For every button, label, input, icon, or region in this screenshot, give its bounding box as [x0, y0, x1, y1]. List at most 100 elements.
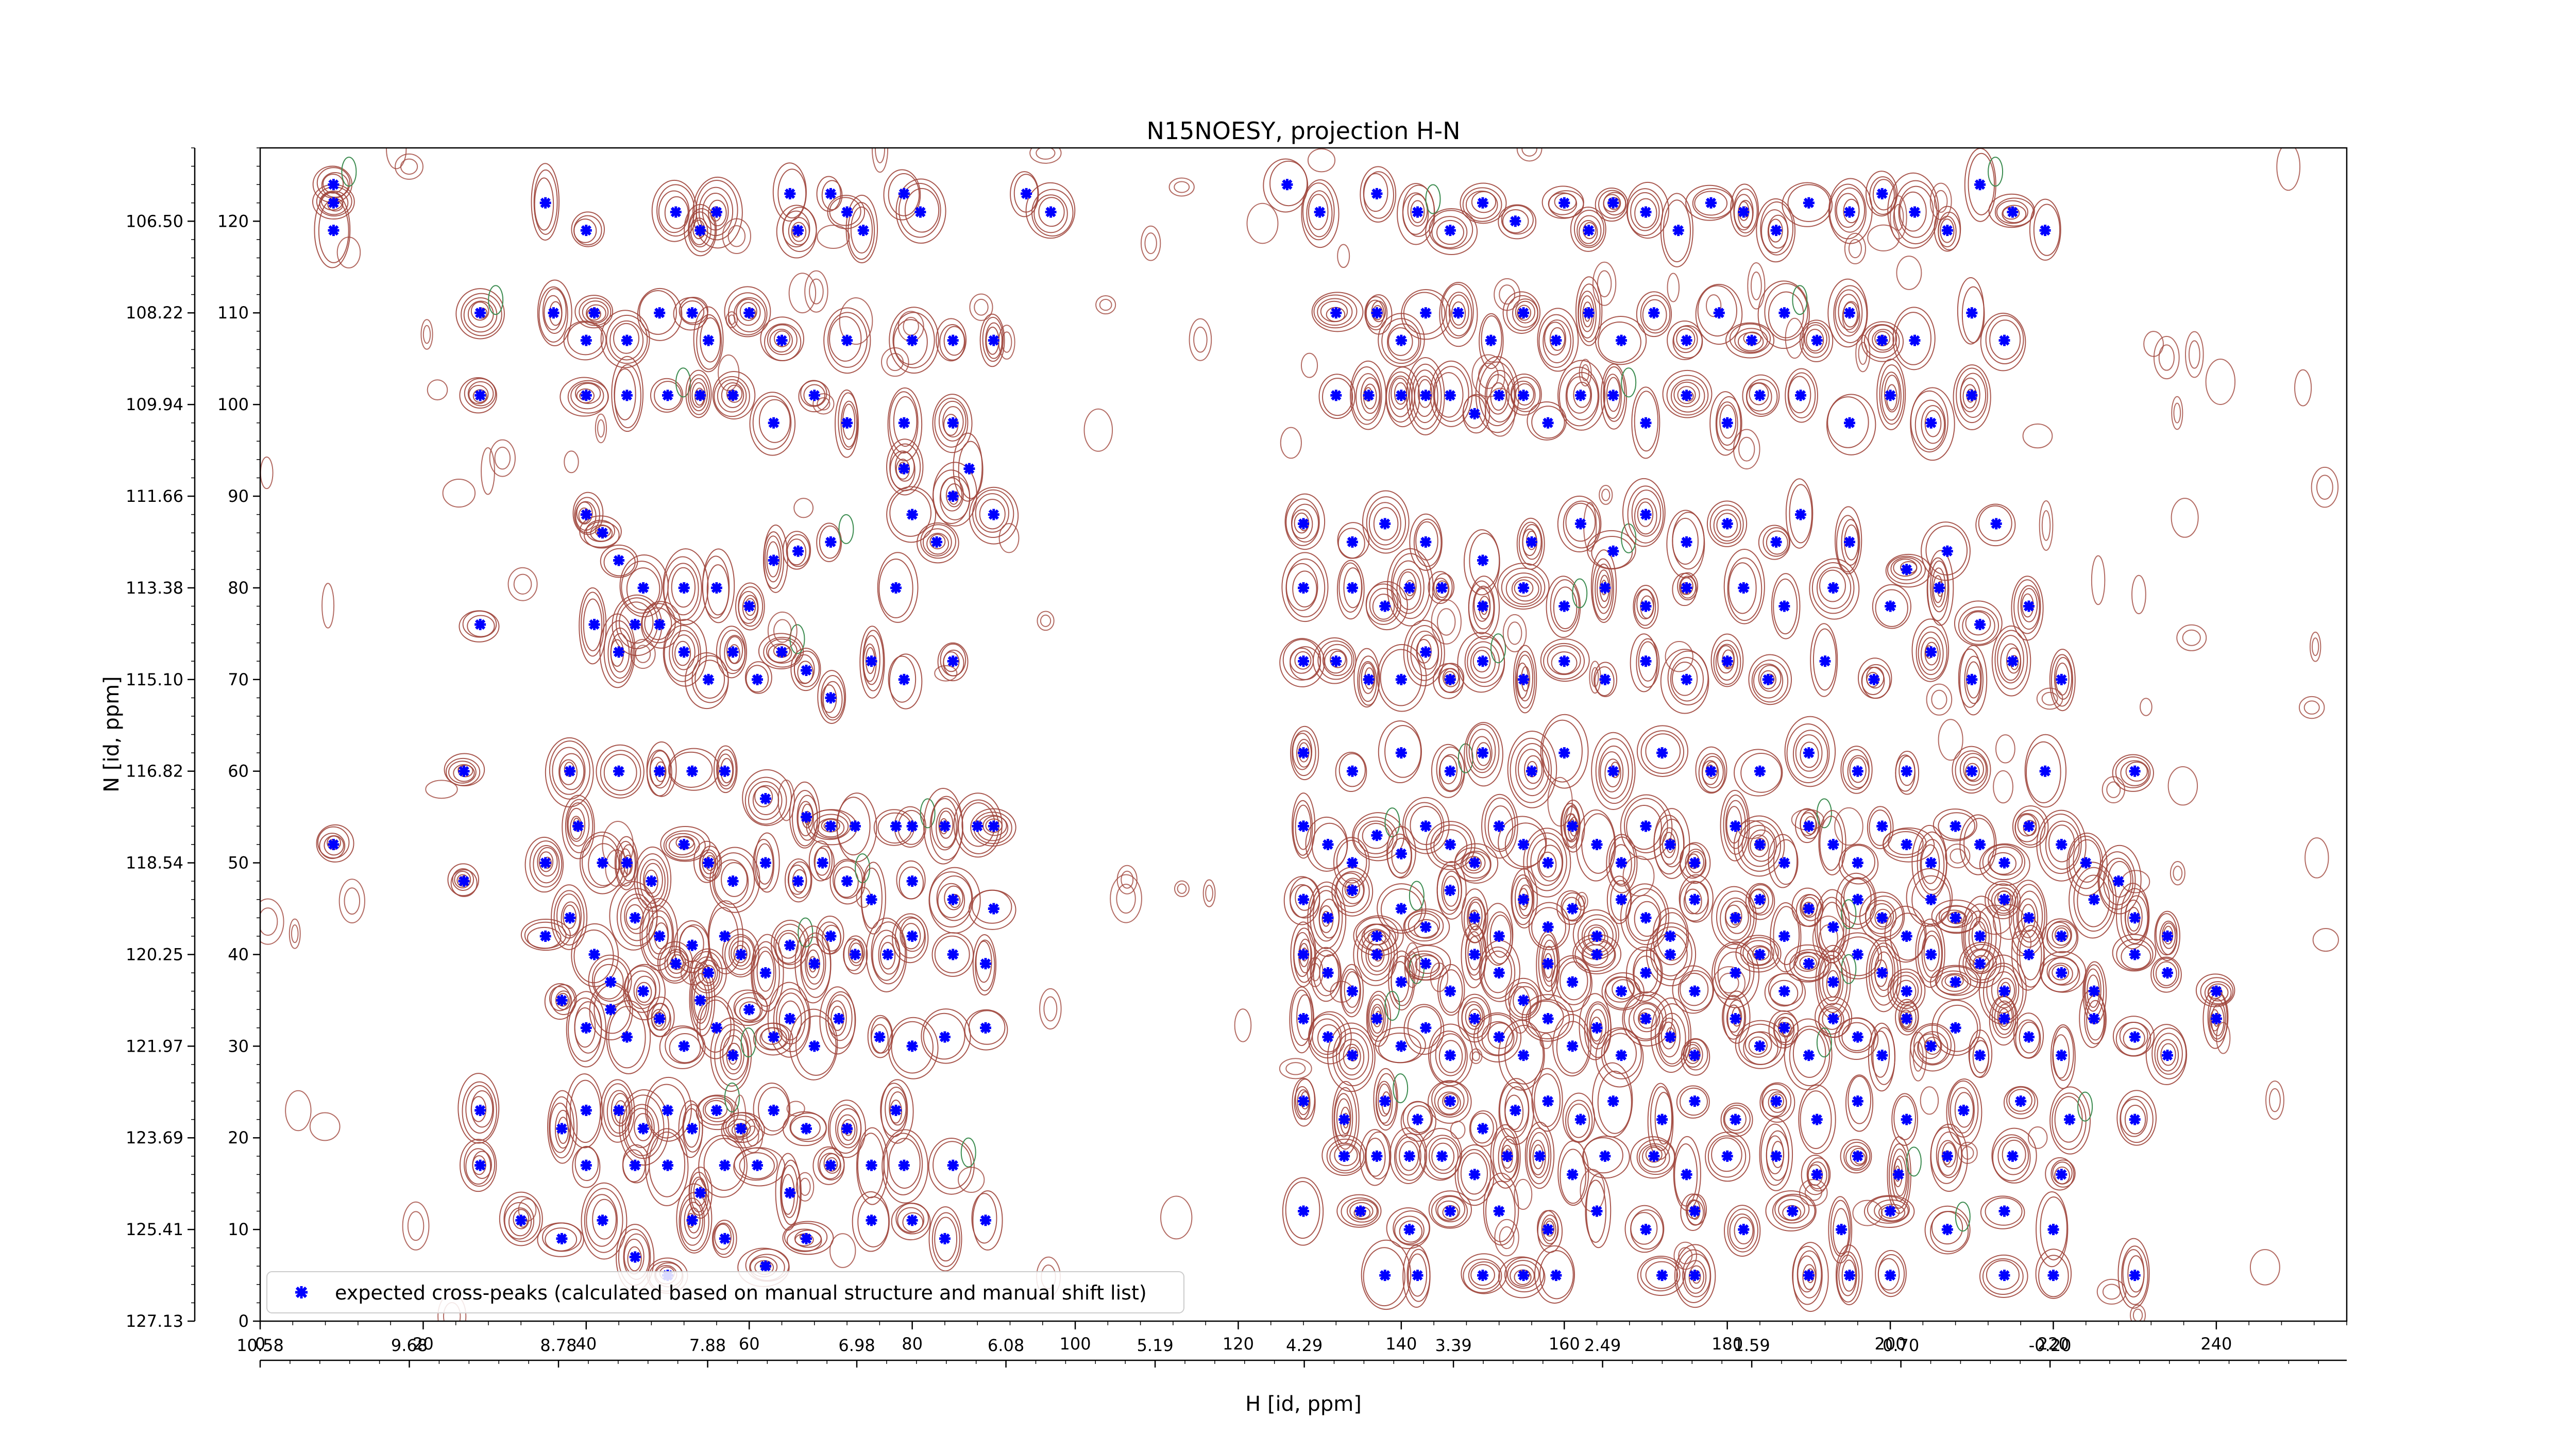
cross-peak-marker [1518, 1050, 1529, 1061]
cross-peak-marker [1876, 188, 1888, 199]
cross-peak-marker [679, 646, 690, 657]
cross-peak-marker [809, 958, 820, 969]
cross-peak-marker [589, 619, 600, 630]
noise-contour-ring [1117, 866, 1137, 894]
legend: expected cross-peaks (calculated based o… [267, 1272, 1184, 1313]
cross-peak-marker [1803, 903, 1815, 915]
cross-peak-marker [2064, 1114, 2075, 1125]
cross-peak-marker [1730, 912, 1741, 923]
cross-peak-marker [679, 582, 690, 594]
cross-peak-marker [1298, 820, 1309, 832]
cross-peak-marker [1656, 747, 1668, 758]
cross-peak-marker [1616, 986, 1627, 997]
cross-peak-marker [1705, 766, 1717, 777]
cross-peak-marker [694, 1187, 706, 1199]
cross-peak-marker [719, 931, 731, 942]
cross-peak-marker [581, 390, 592, 401]
cross-peak-marker [1974, 839, 1986, 850]
ppm-y-tick-label: 121.97 [126, 1036, 183, 1056]
noise-contour-ring [1041, 615, 1050, 627]
noise-contour-ring [1930, 183, 1952, 220]
cross-peak-marker [988, 335, 999, 346]
noise-contour-ring [1849, 240, 1861, 258]
cross-peak-marker [328, 197, 339, 209]
cross-peak-marker [1909, 207, 1921, 218]
cross-peak-marker [801, 1123, 812, 1134]
cross-peak-marker [914, 207, 926, 218]
cross-peak-marker [899, 674, 910, 685]
ppm-y-tick-label: 125.41 [126, 1220, 183, 1239]
noise-contour-ring [794, 498, 813, 517]
cross-peak-marker [1844, 1270, 1855, 1281]
x-tick-label: 40 [575, 1334, 597, 1354]
cross-peak-marker [1558, 601, 1570, 612]
cross-peak-marker [1950, 820, 1961, 832]
cross-peak-marker [939, 1233, 951, 1244]
cross-peak-marker [1640, 655, 1652, 667]
cross-peak-marker [2089, 1013, 2100, 1024]
cross-peak-marker [1966, 307, 1977, 318]
cross-peak-marker [1347, 1050, 1358, 1061]
cross-peak-marker [1575, 1114, 1586, 1125]
cross-peak-marker [907, 875, 918, 887]
cross-peak-marker [1518, 307, 1529, 318]
cross-peak-marker [1045, 207, 1057, 218]
noise-contour-ring [1921, 1087, 1939, 1114]
cross-peak-marker [1371, 949, 1382, 960]
cross-peak-marker [1494, 967, 1505, 978]
cross-peak-marker [2023, 601, 2035, 612]
cross-peak-marker [2023, 949, 2035, 960]
cross-peak-marker [1330, 390, 1342, 401]
cross-peak-marker [784, 940, 795, 951]
cross-peak-marker [1567, 903, 1578, 915]
cross-peak-marker [2056, 839, 2067, 850]
cross-peak-marker [1558, 197, 1570, 209]
ppm-y-tick-label: 108.22 [126, 303, 183, 323]
noise-contour-ring [2299, 697, 2324, 718]
ppm-x-tick-label: 4.29 [1286, 1336, 1323, 1355]
cross-peak-marker [613, 1105, 624, 1116]
y-tick-label: 100 [217, 395, 249, 414]
cross-peak-marker [1494, 1206, 1505, 1217]
cross-peak-marker [1445, 1050, 1456, 1061]
cross-peak-marker [2129, 1032, 2141, 1043]
cross-peak-marker [1722, 417, 1733, 429]
cross-peak-marker [1371, 931, 1382, 942]
cross-peak-marker [1811, 1114, 1823, 1125]
cross-peak-marker [841, 335, 853, 346]
cross-peak-marker [1298, 747, 1309, 758]
noise-contour-ring [408, 1211, 424, 1240]
cross-peak-marker [1681, 674, 1692, 685]
cross-peak-marker [1991, 518, 2002, 529]
cross-peak-marker [752, 1160, 763, 1171]
cross-peak-marker [1323, 967, 1334, 978]
cross-peak-marker [679, 839, 690, 850]
cross-peak-marker [947, 655, 959, 667]
cross-peak-marker [1868, 674, 1879, 685]
cross-peak-marker [1518, 582, 1529, 594]
noise-contour-ring [1432, 600, 1461, 644]
noise-contour-ring [1522, 141, 1537, 156]
noise-contour-ring [2313, 929, 2338, 951]
cross-peak-marker [1689, 986, 1700, 997]
cross-peak-marker [2007, 207, 2018, 218]
cross-peak-marker [768, 417, 779, 429]
cross-peak-marker [988, 820, 999, 832]
noise-contour-ring [1668, 273, 1680, 301]
cross-peak-marker [1754, 839, 1766, 850]
noise-contour-ring [2097, 1279, 2126, 1304]
cross-peak-marker [939, 820, 951, 832]
legend-marker-icon [295, 1286, 308, 1298]
noise-contour-ring [2037, 688, 2063, 710]
cross-peak-marker [1412, 1270, 1423, 1281]
cross-peak-marker [1599, 582, 1611, 594]
cross-peak-marker [711, 1105, 722, 1116]
noise-contour-ring [1679, 1247, 1692, 1264]
cross-peak-marker [1379, 518, 1391, 529]
noise-contour-ring [1096, 296, 1115, 314]
cross-peak-marker [1477, 197, 1488, 209]
cross-peak-marker [809, 390, 820, 401]
cross-peak-marker [1852, 1032, 1863, 1043]
noise-contour-ring [481, 448, 495, 494]
noise-contour-ring [2250, 1250, 2280, 1285]
